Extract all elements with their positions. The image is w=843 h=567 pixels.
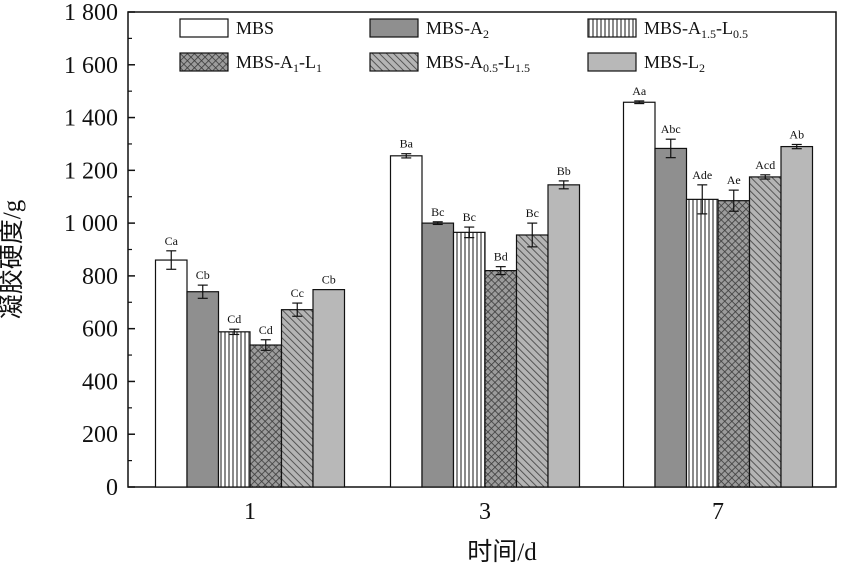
significance-label: Abc: [661, 122, 681, 136]
x-tick-label: 3: [479, 499, 491, 525]
bar: [452, 231, 486, 488]
x-tick-label: 1: [244, 499, 256, 525]
y-axis: 0 200 400 600 800 1 000 1 200 1 400 1 600 1 800: [64, 0, 135, 501]
legend-label: MBS-A0.5-L1.5: [426, 52, 530, 75]
significance-label: Ca: [165, 234, 179, 248]
significance-label: Ade: [692, 168, 712, 182]
y-axis-title: 凝胶硬度/g: [0, 199, 26, 319]
x-axis: 1 3 7: [244, 480, 724, 525]
legend-swatch: [587, 18, 637, 38]
significance-label: Cd: [259, 323, 273, 337]
y-tick-label: 400: [82, 369, 118, 395]
y-tick-label: 800: [82, 264, 118, 290]
bar: [685, 198, 719, 488]
bar: [217, 331, 251, 488]
legend-swatch: [179, 18, 229, 38]
bar: [515, 234, 549, 488]
legend: MBS MBS-A2 MBS-A1.5-L0.5 MBS-A1-L1 MBS-A0.5-…: [179, 18, 748, 75]
significance-label: Acd: [755, 158, 775, 172]
bar: [717, 200, 751, 488]
y-tick-label: 1 800: [64, 0, 118, 26]
legend-label: MBS: [236, 18, 274, 38]
legend-swatch: [369, 52, 419, 72]
bar: [780, 145, 814, 488]
legend-swatch: [587, 52, 637, 72]
y-tick-label: 200: [82, 422, 118, 448]
bar: [280, 309, 314, 488]
bar: [249, 344, 283, 488]
bar: [547, 184, 581, 488]
y-tick-label: 600: [82, 317, 118, 343]
significance-label: Ab: [789, 127, 804, 141]
significance-label: Cd: [227, 312, 241, 326]
significance-label: Bc: [526, 206, 539, 220]
significance-label: Ba: [400, 137, 414, 151]
significance-label: Bc: [431, 205, 444, 219]
significance-label: Aa: [632, 84, 647, 98]
bar: [389, 155, 423, 488]
bar: [312, 289, 346, 488]
legend-label: MBS-A2: [426, 18, 489, 41]
legend-swatch: [369, 18, 419, 38]
significance-label: Bd: [494, 250, 508, 264]
bar: [484, 270, 518, 488]
significance-label: Cc: [291, 286, 304, 300]
y-tick-label: 1 200: [64, 158, 118, 184]
legend-label: MBS-A1.5-L0.5: [644, 18, 748, 41]
y-tick-label: 0: [106, 475, 118, 501]
bar: [186, 291, 220, 488]
legend-label: MBS-A1-L1: [236, 52, 322, 75]
significance-label: Bc: [463, 210, 476, 224]
bar-series-group: Ca Cb Cd Cd Cc Cb Ba Bc Bc Bd Bc Bb Aa Abc Ade Ae Acd Ab: [154, 84, 814, 488]
x-axis-title: 时间/d: [467, 538, 537, 566]
significance-label: Ae: [727, 173, 741, 187]
y-tick-label: 1 400: [64, 106, 118, 132]
x-tick-label: 7: [712, 499, 724, 525]
bar: [421, 222, 455, 488]
bar: [748, 176, 782, 488]
significance-label: Bb: [557, 164, 571, 178]
significance-label: Cb: [196, 268, 210, 282]
bar: [622, 101, 656, 488]
y-tick-label: 1 000: [64, 211, 118, 237]
y-tick-label: 1 600: [64, 53, 118, 79]
legend-swatch: [179, 52, 229, 72]
bar: [154, 259, 188, 488]
bar: [654, 147, 688, 488]
legend-label: MBS-L2: [644, 52, 705, 75]
significance-label: Cb: [322, 273, 336, 287]
